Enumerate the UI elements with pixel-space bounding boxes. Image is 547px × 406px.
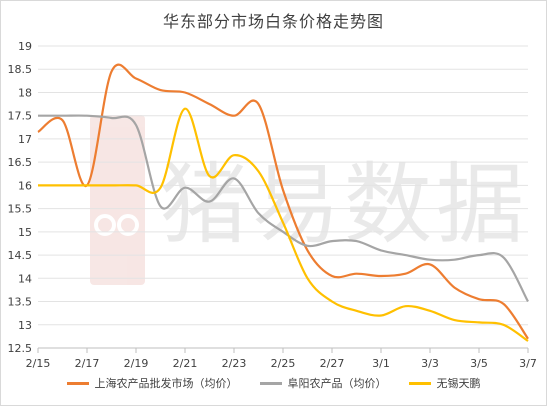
watermark: 猪易数据 (90, 115, 524, 285)
x-tick-label: 2/23 (222, 357, 247, 370)
x-axis: 2/15 2/17 2/19 2/21 2/23 2/25 2/27 3/1 3/3 3/5 3/7 (26, 348, 537, 370)
legend-label: 无锡天鹏 (436, 377, 481, 390)
x-tick-label: 2/15 (26, 357, 51, 370)
x-tick-label: 2/25 (271, 357, 296, 370)
chart-title: 华东部分市场白条价格走势图 (162, 12, 384, 31)
legend-label: 上海农产品批发市场（均价） (94, 377, 238, 390)
y-tick-label: 16.5 (8, 156, 33, 169)
legend-item-1: 上海农产品批发市场（均价） (66, 375, 238, 391)
legend: 上海农产品批发市场（均价） 阜阳农产品（均价） 无锡天鹏 (0, 372, 547, 394)
x-tick-label: 2/21 (173, 357, 198, 370)
x-tick-label: 2/17 (75, 357, 100, 370)
legend-swatch (259, 381, 282, 385)
watermark-logo-box (90, 115, 145, 285)
series-line-3 (37, 107, 529, 342)
x-tick-label: 3/7 (519, 357, 537, 370)
y-tick-label: 14 (18, 272, 32, 285)
y-tick-label: 18 (18, 86, 32, 99)
x-tick-label: 2/27 (320, 357, 345, 370)
x-tick-label: 3/5 (470, 357, 488, 370)
x-tick-label: 3/1 (372, 357, 390, 370)
x-tick-label: 2/19 (124, 357, 149, 370)
y-tick-label: 17 (18, 133, 32, 146)
y-tick-label: 15.5 (8, 203, 33, 216)
legend-item-3: 无锡天鹏 (408, 375, 481, 391)
x-tick-label: 3/3 (421, 357, 439, 370)
series-line-1 (37, 63, 529, 340)
y-tick-label: 19 (18, 40, 32, 53)
legend-item-2: 阜阳农产品（均价） (259, 375, 387, 391)
y-tick-label: 14.5 (8, 249, 33, 262)
legend-label: 阜阳农产品（均价） (287, 377, 387, 390)
watermark-logo-eye-left (94, 214, 116, 236)
y-tick-label: 17.5 (8, 110, 33, 123)
y-tick-label: 16 (18, 179, 32, 192)
series-line-2 (37, 114, 529, 303)
series-lines (37, 63, 529, 342)
legend-swatch (66, 381, 89, 385)
y-tick-label: 13.5 (8, 296, 33, 309)
watermark-logo-eye-right (117, 214, 139, 236)
y-axis-ticks: 12.5 13 13.5 14 14.5 15 15.5 16 16.5 17 17.5 18 18.5… (8, 40, 33, 355)
y-tick-label: 13 (18, 319, 32, 332)
legend-swatch (408, 381, 431, 385)
y-tick-label: 12.5 (8, 342, 33, 355)
y-tick-label: 18.5 (8, 63, 33, 76)
y-tick-label: 15 (18, 226, 32, 239)
